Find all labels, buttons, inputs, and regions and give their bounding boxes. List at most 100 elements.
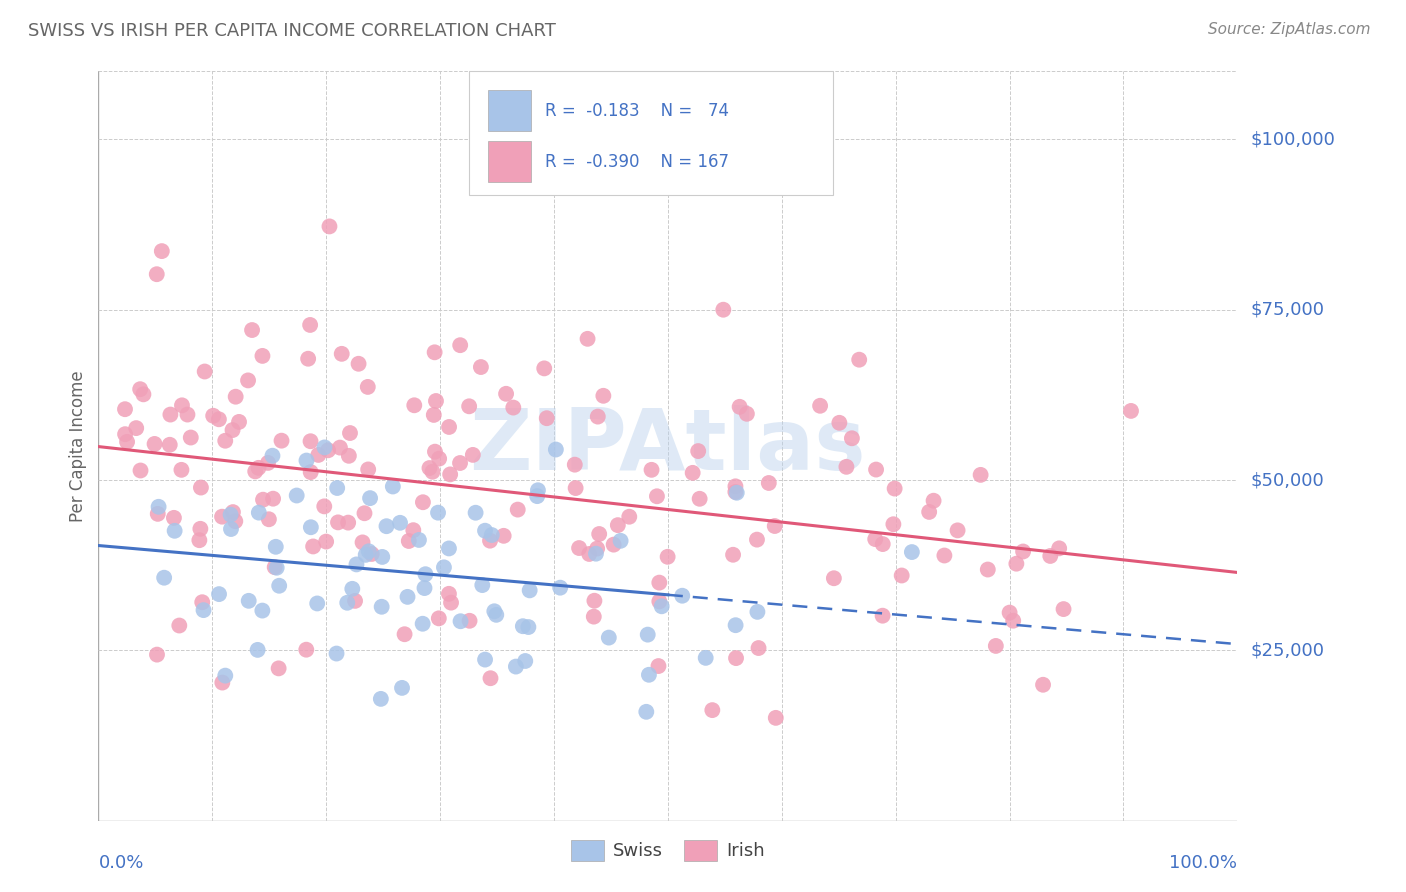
Point: [638, 667, 661, 681]
Point: [176, 408, 198, 422]
Point: [427, 611, 450, 625]
Point: [146, 507, 169, 521]
Point: [262, 449, 284, 463]
Point: [114, 427, 136, 442]
Point: [882, 517, 904, 532]
Point: [427, 506, 450, 520]
Point: [648, 575, 671, 590]
Point: [619, 509, 641, 524]
Point: [474, 652, 496, 666]
Point: [544, 442, 567, 457]
Point: [671, 589, 693, 603]
Point: [423, 444, 446, 458]
Text: $50,000: $50,000: [1251, 471, 1324, 489]
Point: [163, 524, 186, 538]
Point: [398, 533, 420, 548]
Point: [582, 609, 605, 624]
Point: [299, 434, 322, 449]
Point: [339, 425, 361, 440]
Point: [470, 359, 492, 374]
Point: [695, 651, 717, 665]
Text: 100.0%: 100.0%: [1170, 855, 1237, 872]
Point: [285, 489, 308, 503]
Point: [236, 373, 259, 387]
Point: [515, 654, 537, 668]
Point: [221, 423, 243, 437]
Point: [188, 533, 211, 548]
Point: [977, 562, 1000, 576]
Point: [191, 595, 214, 609]
Point: [1032, 678, 1054, 692]
Point: [170, 398, 193, 412]
Legend: Swiss, Irish: Swiss, Irish: [564, 832, 772, 868]
Point: [202, 409, 225, 423]
Point: [702, 703, 724, 717]
Point: [129, 463, 152, 477]
Text: SWISS VS IRISH PER CAPITA INCOME CORRELATION CHART: SWISS VS IRISH PER CAPITA INCOME CORRELA…: [28, 22, 555, 40]
Point: [585, 547, 607, 561]
Point: [402, 523, 425, 537]
Point: [208, 412, 231, 426]
Y-axis label: Per Capita Income: Per Capita Income: [69, 370, 87, 522]
Point: [450, 614, 472, 628]
Point: [214, 434, 236, 448]
Point: [721, 548, 744, 562]
Point: [180, 431, 202, 445]
Point: [526, 489, 548, 503]
Point: [506, 502, 529, 516]
Point: [479, 533, 502, 548]
Point: [724, 618, 747, 632]
Point: [449, 456, 471, 470]
Point: [316, 443, 339, 458]
Point: [370, 599, 392, 614]
Point: [190, 522, 212, 536]
Point: [297, 351, 319, 366]
Point: [394, 627, 416, 641]
Point: [170, 463, 193, 477]
Point: [307, 597, 329, 611]
Point: [651, 599, 673, 614]
Point: [458, 614, 481, 628]
Point: [505, 659, 527, 673]
Point: [517, 620, 540, 634]
Point: [1002, 614, 1025, 628]
Point: [169, 618, 191, 632]
Point: [533, 361, 555, 376]
Point: [225, 390, 247, 404]
Point: [150, 244, 173, 259]
Point: [337, 449, 360, 463]
Point: [758, 475, 780, 490]
Point: [568, 541, 591, 555]
Point: [527, 483, 550, 498]
Point: [302, 540, 325, 554]
Point: [418, 461, 440, 475]
Point: [495, 386, 517, 401]
Point: [396, 590, 419, 604]
Text: R =  -0.390    N = 167: R = -0.390 N = 167: [546, 153, 728, 170]
Point: [360, 547, 382, 561]
Point: [299, 318, 322, 332]
Point: [257, 456, 280, 470]
Point: [458, 399, 481, 413]
Point: [901, 545, 924, 559]
Point: [449, 338, 471, 352]
Point: [682, 466, 704, 480]
Point: [357, 544, 380, 558]
Point: [823, 571, 845, 585]
Point: [689, 491, 711, 506]
Point: [1012, 544, 1035, 558]
Point: [835, 459, 858, 474]
Point: [536, 411, 558, 425]
Point: [208, 587, 231, 601]
Point: [640, 463, 662, 477]
Point: [194, 364, 217, 378]
Point: [245, 464, 267, 478]
Point: [145, 267, 167, 281]
Point: [934, 549, 956, 563]
Point: [427, 451, 450, 466]
Point: [252, 604, 274, 618]
Point: [918, 505, 941, 519]
Point: [863, 532, 886, 546]
Point: [354, 548, 377, 562]
Point: [872, 608, 894, 623]
